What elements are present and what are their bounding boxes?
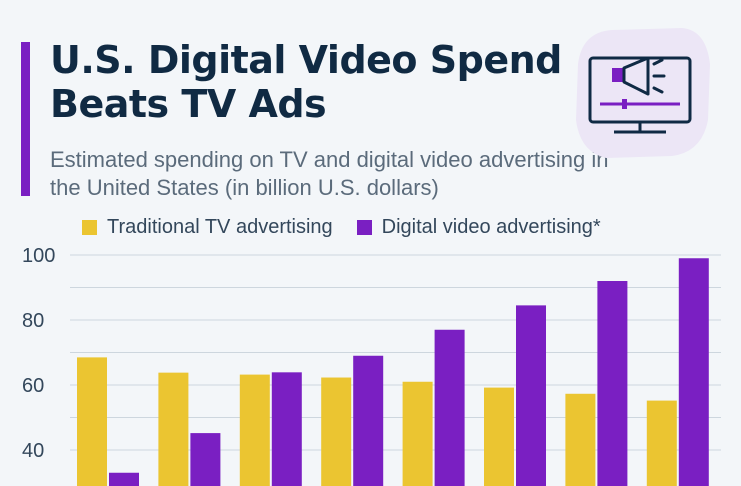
chart-legend: Traditional TV advertising Digital video… (82, 216, 625, 239)
accent-bar (21, 42, 30, 196)
bar-digital-4 (434, 329, 465, 486)
legend-swatch-digital (356, 220, 372, 235)
bar-digital-2 (271, 372, 302, 486)
y-tick-label-80: 80 (22, 310, 44, 332)
megaphone-monitor-icon (572, 24, 712, 160)
legend-item-tv: Traditional TV advertising (82, 216, 333, 239)
bar-tv-6 (565, 393, 596, 486)
legend-swatch-tv (82, 220, 97, 235)
y-tick-label-100: 100 (22, 245, 55, 267)
bar-tv-4 (402, 381, 433, 486)
bar-digital-3 (353, 355, 384, 486)
legend-label-tv: Traditional TV advertising (107, 216, 333, 238)
bar-tv-7 (646, 400, 677, 486)
page-subtitle: Estimated spending on TV and digital vid… (50, 147, 609, 200)
legend-label-digital: Digital video advertising* (381, 216, 601, 238)
bar-tv-0 (77, 357, 107, 486)
bar-digital-1 (190, 433, 221, 486)
page-title: U.S. Digital Video Spend Beats TV Ads (50, 38, 562, 126)
bar-tv-5 (484, 387, 514, 486)
bar-tv-2 (239, 374, 270, 486)
bar-tv-1 (158, 372, 189, 486)
bar-digital-7 (678, 258, 709, 486)
bar-digital-5 (516, 305, 546, 486)
bar-digital-0 (109, 472, 139, 486)
bar-digital-6 (597, 281, 628, 486)
legend-item-digital: Digital video advertising* (356, 216, 601, 239)
y-tick-label-40: 40 (22, 440, 44, 462)
y-tick-label-60: 60 (22, 375, 44, 397)
bar-tv-3 (321, 377, 352, 486)
